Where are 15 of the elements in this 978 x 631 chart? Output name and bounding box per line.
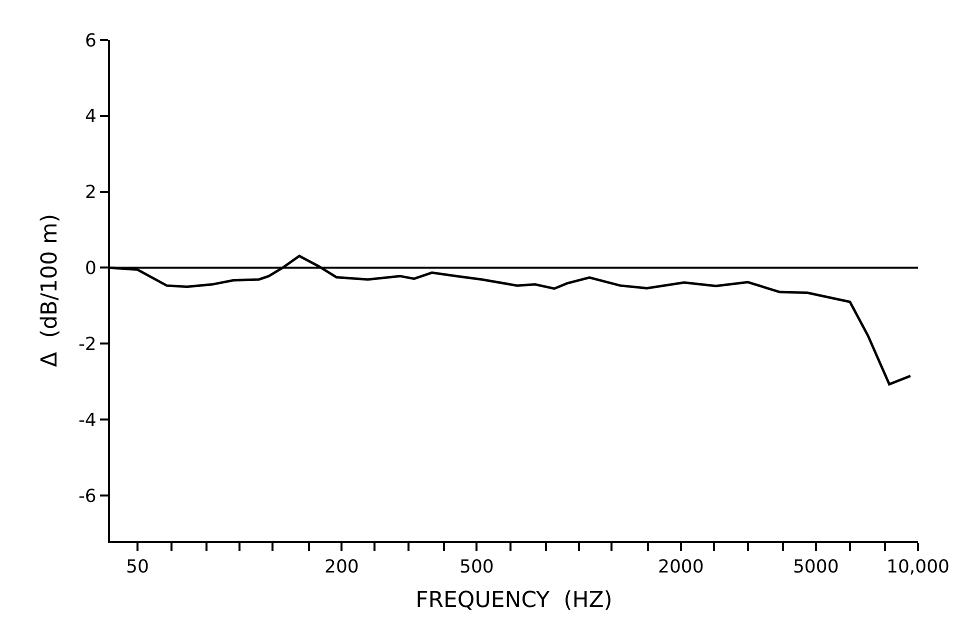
y-tick-label: -4 (78, 410, 96, 431)
y-tick-label: -2 (78, 334, 96, 355)
x-tick-label: 500 (459, 556, 494, 578)
x-axis-title: FREQUENCY (HZ) (416, 588, 612, 613)
y-axis-title: Δ (dB/100 m) (38, 214, 63, 368)
y-tick-label: -6 (78, 486, 96, 507)
y-tick-label: 0 (84, 258, 96, 280)
x-tick-label: 200 (324, 556, 359, 578)
x-tick-label: 10,000 (886, 556, 950, 578)
x-tick-label: 2000 (658, 556, 704, 578)
y-tick-label: 4 (84, 106, 96, 128)
y-tick-label: 2 (84, 182, 96, 204)
x-tick-label: 5000 (792, 556, 839, 578)
y-tick-label: 6 (84, 30, 96, 52)
x-tick-label: 50 (126, 556, 149, 578)
